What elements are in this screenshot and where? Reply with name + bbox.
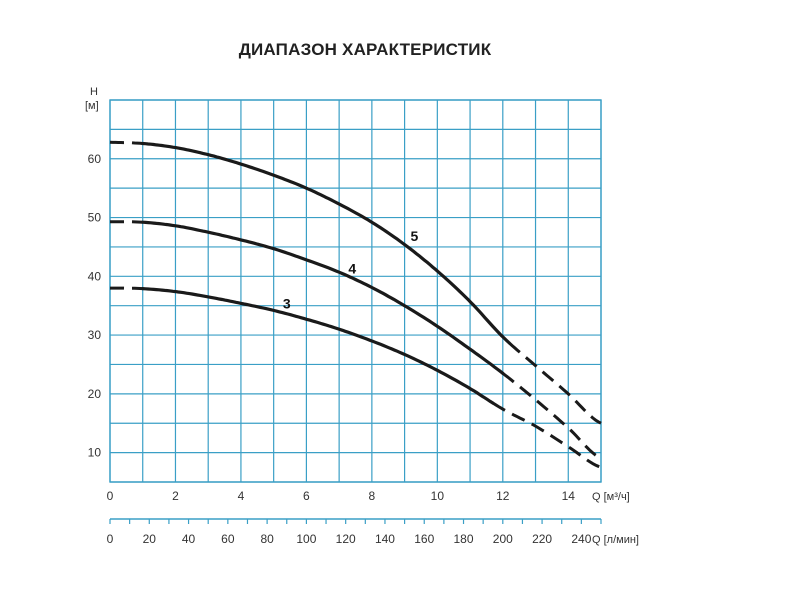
curve-label-5: 5 (411, 228, 419, 244)
chart-title: ДИАПАЗОН ХАРАКТЕРИСТИК (238, 40, 492, 59)
y-axis-unit: [м] (85, 100, 99, 112)
curve-4-solid (141, 220, 505, 375)
x-tick-label: 4 (238, 489, 245, 503)
plot-border (109, 99, 602, 483)
chart-curves: 3 4 5 (109, 140, 602, 469)
x2-tick-label: 220 (532, 532, 552, 546)
x2-tick-label: 100 (296, 532, 316, 546)
curve-3-dashed-start (110, 286, 143, 291)
x-tick-label: 12 (496, 489, 510, 503)
curve-3-dashed-end (492, 401, 602, 469)
x2-tick-label: 140 (375, 532, 395, 546)
y-tick-label: 60 (88, 152, 102, 166)
chart-grid (109, 99, 602, 524)
x-tick-label: 8 (369, 489, 376, 503)
x2-tick-label: 40 (182, 532, 196, 546)
y-tick-label: 40 (88, 269, 102, 283)
x2-tick-label: 20 (143, 532, 157, 546)
x-tick-label: 10 (431, 489, 445, 503)
x-tick-label: 2 (172, 489, 179, 503)
chart-ticks: 0 2 4 6 8 10 12 14 10 20 30 40 50 60 0 20 40 60 80 100 120 14… (88, 152, 592, 546)
x2-tick-label: 60 (221, 532, 235, 546)
x2-tick-label: 0 (107, 532, 114, 546)
curve-label-3: 3 (283, 296, 291, 312)
y-axis-label: H (90, 86, 98, 98)
x-axis-label: Q [м³/ч] (592, 491, 630, 503)
y-tick-label: 10 (88, 446, 102, 460)
x2-tick-label: 160 (414, 532, 434, 546)
curve-label-4: 4 (348, 260, 356, 276)
curve-5-dashed-start (109, 140, 143, 145)
x2-tick-label: 120 (336, 532, 356, 546)
y-tick-label: 50 (88, 211, 102, 225)
x-tick-label: 6 (303, 489, 310, 503)
curve-5-dashed-end (508, 341, 602, 425)
curve-3-solid (141, 287, 495, 405)
x2-tick-label: 200 (493, 532, 513, 546)
x-tick-label: 14 (562, 489, 576, 503)
x-tick-label: 0 (107, 489, 114, 503)
x2-tick-label: 240 (571, 532, 591, 546)
curve-5-solid (141, 141, 511, 345)
x2-tick-label: 80 (260, 532, 274, 546)
x2-axis-label: Q [л/мин] (592, 534, 639, 546)
y-tick-label: 30 (88, 328, 102, 342)
curve-4-dashed-start (110, 220, 143, 224)
y-tick-label: 20 (88, 387, 102, 401)
x2-tick-label: 180 (454, 532, 474, 546)
